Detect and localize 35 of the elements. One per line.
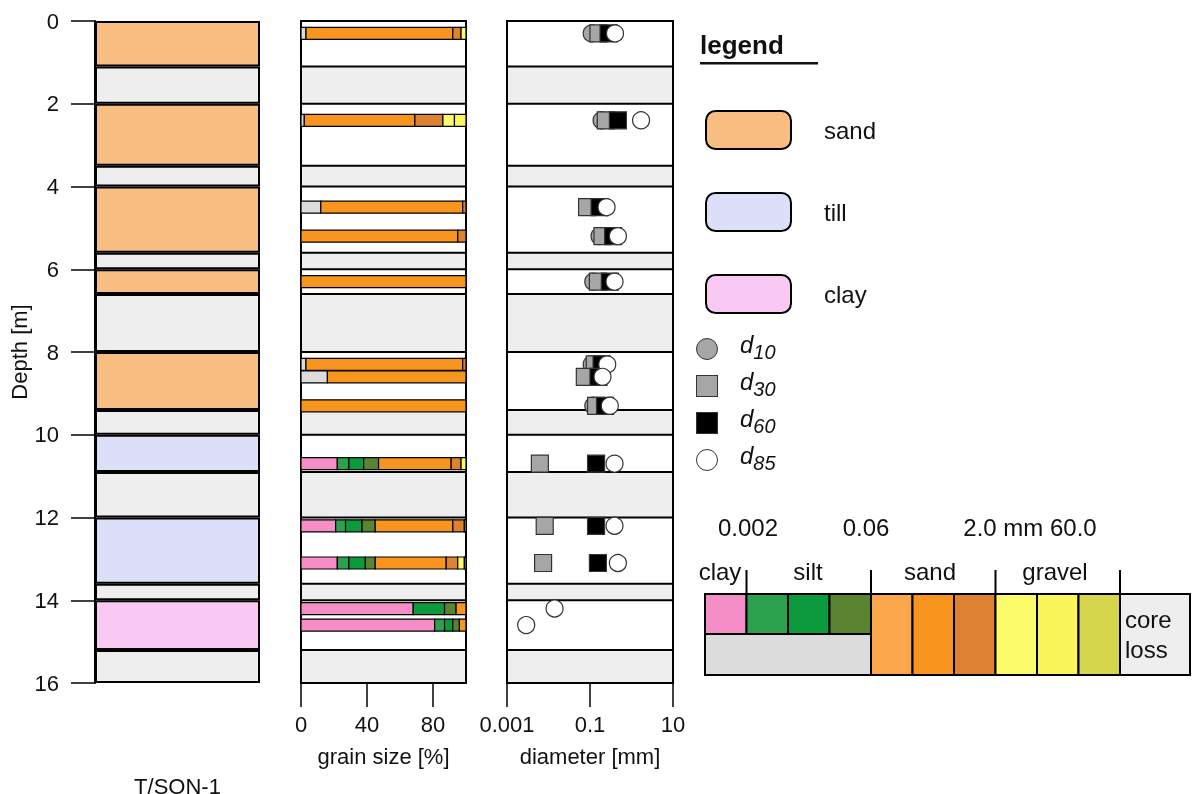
x-tick-label: 80: [420, 711, 446, 737]
y-tick-label: 16: [34, 670, 59, 696]
text: silt: [793, 558, 823, 586]
y-tick-label: 10: [34, 422, 59, 448]
legend-label: d$_{85}$: [740, 442, 776, 475]
y-tick-label: 4: [46, 174, 59, 199]
x-axis-title: diameter [mm]: [519, 743, 661, 769]
text: gravel: [1022, 558, 1088, 586]
y-tick-label: 2: [46, 91, 59, 117]
legend-label: d$_{10}$: [740, 331, 776, 364]
legend-label: d$_{60}$: [740, 405, 776, 438]
x-tick-label: 0: [294, 711, 308, 737]
legend-label: till: [824, 198, 847, 226]
y-tick-label: 8: [46, 339, 59, 365]
y-axis-title: Depth [m]: [7, 304, 33, 400]
y-tick-label: 14: [34, 587, 59, 613]
legend-title: legend: [700, 30, 784, 60]
legend-label: clay: [824, 280, 867, 308]
y-tick-label: 0: [46, 8, 59, 34]
text: core loss: [1125, 605, 1173, 665]
text: 0.002: [717, 514, 779, 542]
text: sand: [903, 558, 957, 586]
text: 2.0 mm 60.0: [963, 514, 1097, 542]
x-axis-title: grain size [%]: [317, 743, 450, 769]
legend-label: d$_{30}$: [740, 368, 776, 401]
y-tick-label: 12: [34, 505, 59, 530]
x-axis-title: T/SON-1: [134, 773, 221, 794]
x-tick-label: 10: [660, 711, 686, 737]
text: 0.06: [842, 514, 890, 542]
y-tick-label: 6: [46, 256, 59, 282]
legend-label: sand: [824, 116, 877, 144]
x-tick-label: 40: [354, 711, 380, 737]
x-tick-label: 0.1: [574, 711, 606, 737]
x-tick-label: 0.001: [479, 711, 535, 737]
text: clay: [698, 558, 742, 586]
